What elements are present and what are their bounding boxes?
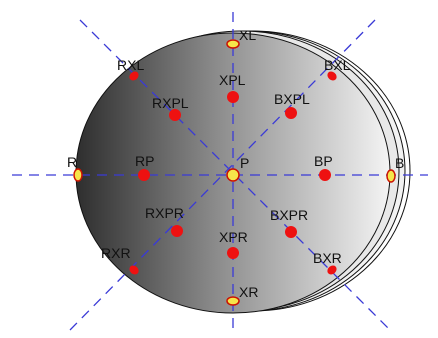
marker-bxpr — [285, 226, 297, 238]
marker-rxl — [129, 71, 139, 81]
label-rp: RP — [135, 153, 154, 169]
marker-xl — [226, 39, 240, 49]
marker-xpr — [227, 247, 239, 259]
marker-bxr — [327, 265, 337, 275]
marker-bxpl — [285, 107, 297, 119]
marker-xpl — [227, 91, 239, 103]
label-xpl: XPL — [219, 72, 246, 88]
marker-rxpl — [169, 109, 181, 121]
label-xr: XR — [239, 284, 258, 300]
marker-rxr — [129, 265, 139, 275]
marker-rxpr — [171, 225, 183, 237]
label-bxr: BXR — [313, 250, 342, 266]
label-r: R — [67, 154, 77, 170]
label-bxpl: BXPL — [274, 91, 310, 107]
label-b: B — [395, 155, 404, 171]
label-rxr: RXR — [101, 245, 131, 261]
label-xpr: XPR — [219, 229, 248, 245]
marker-p — [226, 168, 240, 182]
label-bxpr: BXPR — [270, 207, 308, 223]
marker-xr — [226, 296, 240, 306]
label-xl: XL — [239, 27, 256, 43]
label-bp: BP — [314, 153, 333, 169]
red-markers — [129, 71, 337, 275]
marker-rp — [138, 169, 150, 181]
label-rxpr: RXPR — [145, 205, 184, 221]
diagonal-axis-line-2 — [69, 19, 376, 331]
marker-b — [386, 169, 396, 183]
diagonal-axis-line-1 — [79, 19, 391, 331]
marker-bp — [319, 169, 331, 181]
label-p: P — [240, 155, 249, 171]
yellow-markers — [73, 39, 396, 306]
label-rxl: RXL — [117, 57, 144, 73]
point-labels: XL RXL BXL XPL RXPL BXPL R RP P BP B RXP… — [67, 27, 404, 300]
label-bxl: BXL — [324, 57, 351, 73]
marker-r — [73, 168, 83, 182]
label-rxpl: RXPL — [152, 95, 189, 111]
marker-bxl — [327, 71, 337, 81]
